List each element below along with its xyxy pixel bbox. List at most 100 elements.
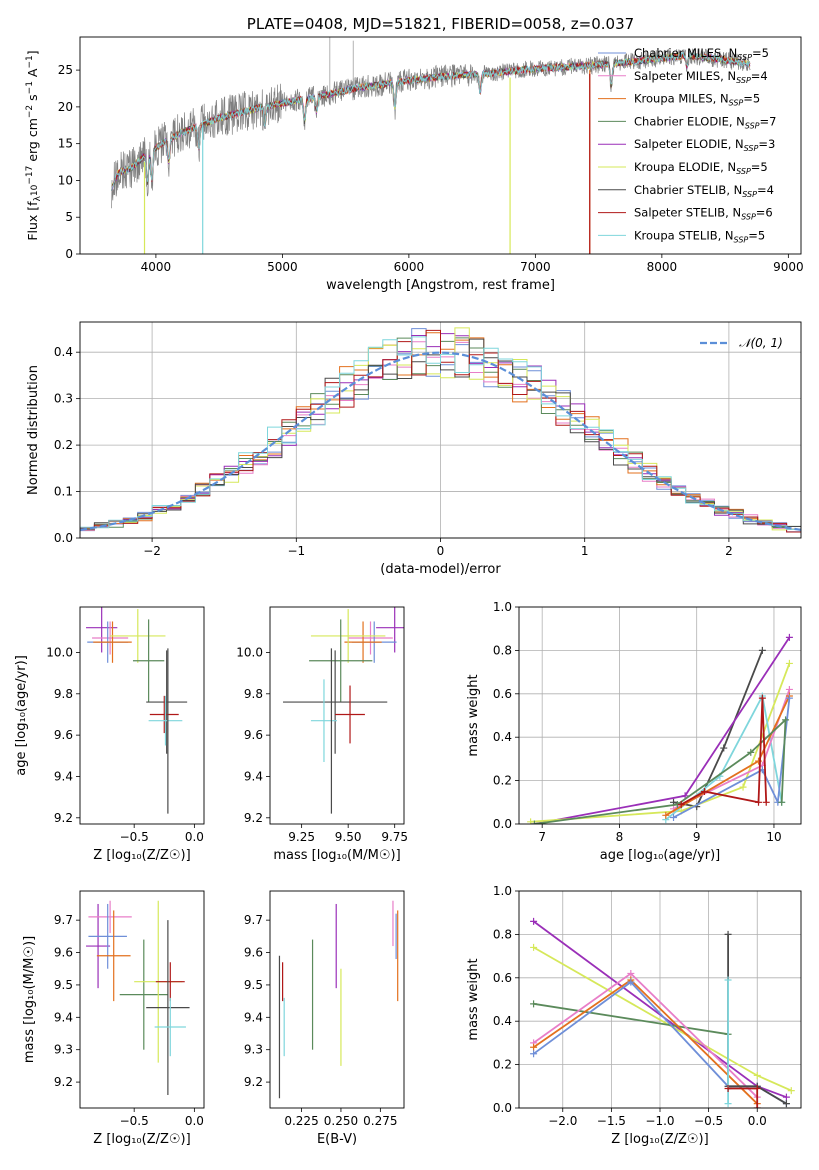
x-tick-label: −1.5 bbox=[597, 1114, 626, 1128]
axes-frame bbox=[269, 890, 405, 1109]
mass-weight-marker bbox=[724, 976, 732, 984]
x-tick-label: 0.0 bbox=[185, 1114, 204, 1128]
y-tick-label: 10 bbox=[58, 173, 73, 187]
legend-label-value: =4 bbox=[757, 183, 774, 197]
y-tick-label: 9.2 bbox=[54, 811, 73, 825]
legend-label: Chabrier MILES, NSSP=5 bbox=[634, 46, 769, 62]
legend-label: Kroupa STELIB, NSSP=5 bbox=[634, 228, 765, 244]
mass-weight-marker bbox=[785, 633, 793, 641]
y-tick-label: 0.1 bbox=[54, 485, 73, 499]
mass-weight-marker bbox=[785, 685, 793, 693]
x-tick-label: 5000 bbox=[267, 260, 298, 274]
x-tick-label: 2 bbox=[725, 544, 733, 558]
legend-label-sub: SSP bbox=[745, 121, 760, 130]
mass-weight-line bbox=[533, 1002, 729, 1036]
legend-label-value: =4 bbox=[751, 69, 768, 83]
mass-weight-marker bbox=[787, 1087, 795, 1095]
legend-label-value: =7 bbox=[760, 114, 777, 128]
legend-label-name: Kroupa ELODIE, N bbox=[634, 160, 736, 174]
legend-label-sub: SSP bbox=[729, 99, 744, 108]
mass-weight-marker bbox=[724, 930, 732, 938]
legend-label-sub: SSP bbox=[742, 190, 757, 199]
errorbar-point bbox=[88, 900, 132, 934]
y-axis-label-part: Flux [f bbox=[25, 201, 40, 241]
y-tick-label: 9.8 bbox=[54, 687, 73, 701]
mass-weight-line bbox=[533, 946, 792, 1092]
legend-label-value: =3 bbox=[758, 137, 775, 151]
y-tick-label: 0.0 bbox=[493, 817, 512, 831]
errorbar-point bbox=[146, 920, 190, 1096]
y-tick-label: 9.2 bbox=[244, 811, 263, 825]
x-tick-label: 9.50 bbox=[335, 830, 362, 844]
errorbar-point bbox=[376, 607, 404, 653]
axes-frame bbox=[79, 890, 205, 1109]
mass-weight-marker bbox=[724, 1084, 732, 1092]
mass-weight-marker bbox=[747, 748, 755, 756]
errorbar-point bbox=[309, 619, 373, 703]
mass-weight-marker bbox=[762, 798, 770, 806]
gaussian-curve bbox=[80, 351, 801, 531]
y-tick-label: 0.8 bbox=[493, 643, 512, 657]
legend-label-name: Chabrier ELODIE, N bbox=[634, 114, 745, 128]
y-tick-label: 9.6 bbox=[54, 728, 73, 742]
legend-label: Salpeter ELODIE, NSSP=3 bbox=[634, 137, 775, 153]
y-tick-label: 9.7 bbox=[244, 913, 263, 927]
legend-label: Salpeter STELIB, NSSP=6 bbox=[634, 206, 773, 222]
y-tick-label: 1.0 bbox=[493, 884, 512, 898]
mass-weight-marker bbox=[530, 1050, 538, 1058]
y-tick-label: 5 bbox=[65, 210, 73, 224]
y-tick-label: 10.0 bbox=[46, 645, 73, 659]
plot-area-age_vs_mass bbox=[283, 607, 404, 814]
y-axis-label: mass weight bbox=[466, 958, 481, 1040]
legend-label: Chabrier ELODIE, NSSP=7 bbox=[634, 114, 776, 130]
x-tick-label: 9.25 bbox=[288, 830, 315, 844]
errorbar-point bbox=[88, 903, 127, 969]
legend-label-sub: SSP bbox=[741, 213, 756, 222]
errorbar-point bbox=[110, 609, 166, 663]
mass-weight-marker bbox=[670, 813, 678, 821]
errorbar-point bbox=[146, 650, 188, 754]
legend-label-value: =5 bbox=[748, 228, 765, 242]
y-axis-label-part: −1 bbox=[25, 81, 35, 94]
mass-weight-marker bbox=[530, 1043, 538, 1051]
x-tick-label: 0.275 bbox=[363, 1114, 397, 1128]
errorbar-point bbox=[310, 679, 337, 762]
y-tick-label: 9.2 bbox=[54, 1075, 73, 1089]
axes-residuals: −2 −1 0 1 2 0.0 0.1 0.2 0.3 0.4 (data-model)/error… bbox=[26, 321, 802, 577]
y-tick-label: 0.2 bbox=[493, 774, 512, 788]
plot-area-weight_vs_z bbox=[530, 917, 795, 1108]
y-tick-label: 0.6 bbox=[493, 687, 512, 701]
y-tick-label: 10.0 bbox=[236, 645, 263, 659]
y-axis-label-part: λ bbox=[33, 195, 43, 201]
mass-weight-marker bbox=[753, 1071, 761, 1079]
y-tick-label: 9.4 bbox=[244, 769, 263, 783]
y-tick-label: 9.4 bbox=[54, 769, 73, 783]
axes-frame bbox=[269, 606, 405, 825]
legend: Chabrier MILES, NSSP=5 Salpeter MILES, N S… bbox=[598, 46, 776, 244]
x-tick-label: −2 bbox=[143, 544, 161, 558]
y-tick-label: 20 bbox=[58, 100, 73, 114]
model-fit-line bbox=[111, 52, 751, 192]
y-tick-label: 0.0 bbox=[54, 531, 73, 545]
mass-weight-marker bbox=[627, 978, 635, 986]
x-tick-label: 0.0 bbox=[185, 830, 204, 844]
axes-weight_vs_age: 7 8 9 10 0.0 0.2 0.4 0.6 0.8 1.0 age [log₁₀(age/yr… bbox=[466, 600, 802, 863]
y-tick-label: 0.4 bbox=[493, 730, 512, 744]
plot-area-mass_vs_ebv bbox=[278, 900, 399, 1099]
y-tick-label: 9.3 bbox=[244, 1043, 263, 1057]
mass-weight-marker bbox=[530, 820, 538, 824]
y-axis-label: mass weight bbox=[466, 674, 481, 756]
axes-frame bbox=[79, 606, 205, 825]
legend-label-value: =5 bbox=[751, 160, 768, 174]
legend-label-name: Kroupa STELIB, N bbox=[634, 228, 734, 242]
y-axis-label: age [log₁₀(age/yr)] bbox=[14, 655, 29, 776]
errorbar-point bbox=[335, 685, 365, 744]
legend-label-name: Salpeter MILES, N bbox=[634, 69, 736, 83]
y-tick-label: 0.4 bbox=[54, 345, 73, 359]
legend-label: Kroupa MILES, NSSP=5 bbox=[634, 92, 760, 108]
x-tick-label: 7 bbox=[538, 830, 546, 844]
mass-weight-marker bbox=[720, 744, 728, 752]
y-tick-label: 15 bbox=[58, 137, 73, 151]
x-tick-label: 7000 bbox=[520, 260, 551, 274]
